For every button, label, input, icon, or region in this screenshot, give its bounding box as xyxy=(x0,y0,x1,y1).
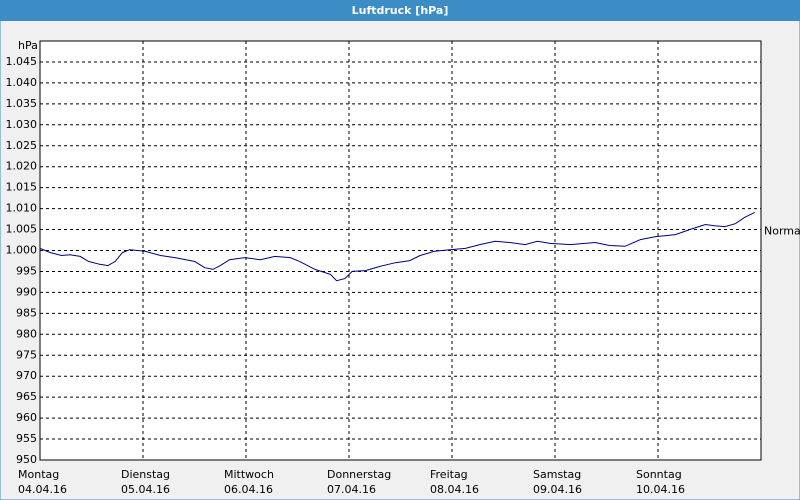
y-tick-label: 1.015 xyxy=(6,181,38,194)
y-tick-label: 975 xyxy=(16,348,37,361)
annotation: Normal xyxy=(764,225,800,238)
x-tick-day: Montag xyxy=(18,468,59,481)
x-tick-date: 07.04.16 xyxy=(327,483,376,496)
x-tick-date: 10.04.16 xyxy=(636,483,685,496)
x-tick-date: 09.04.16 xyxy=(533,483,582,496)
x-tick-day: Samstag xyxy=(533,468,581,481)
data-line xyxy=(39,211,756,282)
chart-title: Luftdruck [hPa] xyxy=(352,4,449,17)
y-tick-label: 970 xyxy=(16,369,37,382)
y-tick-label: 1.045 xyxy=(6,55,38,68)
y-tick-label: 1.035 xyxy=(6,97,38,110)
y-tick-label: 950 xyxy=(16,453,37,466)
y-tick-label: 960 xyxy=(16,411,37,424)
x-tick-date: 06.04.16 xyxy=(224,483,273,496)
y-tick-label: 1.005 xyxy=(6,223,38,236)
y-tick-label: 1.025 xyxy=(6,139,38,152)
y-tick-label: 955 xyxy=(16,432,37,445)
title-bar xyxy=(0,0,800,21)
x-tick-day: Mittwoch xyxy=(224,468,274,481)
x-tick-day: Sonntag xyxy=(636,468,682,481)
y-tick-label: 980 xyxy=(16,327,37,340)
y-tick-label: 1.010 xyxy=(6,202,38,215)
y-tick-label: 1.030 xyxy=(6,118,38,131)
y-axis-label: hPa xyxy=(18,39,38,52)
y-tick-label: 965 xyxy=(16,390,37,403)
x-tick-day: Donnerstag xyxy=(327,468,391,481)
y-tick-label: 1.000 xyxy=(6,244,38,257)
x-tick-day: Freitag xyxy=(430,468,468,481)
x-tick-date: 08.04.16 xyxy=(430,483,479,496)
x-tick-day: Dienstag xyxy=(121,468,170,481)
x-tick-date: 04.04.16 xyxy=(18,483,67,496)
y-tick-label: 985 xyxy=(16,306,37,319)
y-tick-label: 990 xyxy=(16,285,37,298)
plot-border xyxy=(39,40,762,461)
y-tick-label: 995 xyxy=(16,264,37,277)
y-tick-label: 1.020 xyxy=(6,160,38,173)
x-tick-date: 05.04.16 xyxy=(121,483,170,496)
y-tick-label: 1.040 xyxy=(6,76,38,89)
